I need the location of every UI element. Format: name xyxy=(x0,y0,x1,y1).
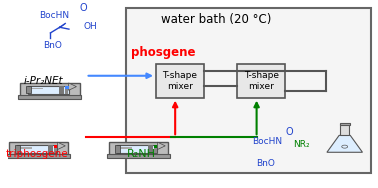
FancyBboxPatch shape xyxy=(108,142,169,156)
Bar xyxy=(48,145,53,153)
Text: BnO: BnO xyxy=(256,159,275,168)
Bar xyxy=(339,123,350,125)
Bar xyxy=(115,145,120,153)
Bar xyxy=(15,145,20,153)
Bar xyxy=(17,145,57,153)
Bar xyxy=(116,145,157,153)
Bar xyxy=(28,88,43,89)
Bar xyxy=(107,154,170,158)
Bar xyxy=(7,154,70,158)
Bar xyxy=(65,86,68,94)
Bar xyxy=(156,64,204,98)
Text: BocHN: BocHN xyxy=(39,11,70,20)
Polygon shape xyxy=(157,142,165,149)
Polygon shape xyxy=(68,83,76,90)
Text: O: O xyxy=(285,127,293,137)
Bar xyxy=(54,145,57,153)
Text: BnO: BnO xyxy=(43,41,62,50)
Text: T-shape
mixer: T-shape mixer xyxy=(244,71,279,91)
Text: triphosgene: triphosgene xyxy=(6,149,69,159)
Text: OH: OH xyxy=(84,22,98,31)
Text: BocHN: BocHN xyxy=(252,136,282,146)
FancyBboxPatch shape xyxy=(20,83,80,97)
Bar xyxy=(54,145,57,148)
Text: water bath (20 °C): water bath (20 °C) xyxy=(161,13,272,26)
Bar xyxy=(59,86,64,94)
Bar xyxy=(148,145,153,153)
Bar xyxy=(28,86,68,94)
Text: i-Pr₂NEt: i-Pr₂NEt xyxy=(23,76,63,86)
Polygon shape xyxy=(327,135,363,152)
Text: NR₂: NR₂ xyxy=(293,140,310,149)
Bar xyxy=(17,147,32,149)
Bar xyxy=(116,147,132,149)
Bar xyxy=(340,124,349,135)
FancyBboxPatch shape xyxy=(9,142,68,156)
Text: T-shape
mixer: T-shape mixer xyxy=(163,71,197,91)
Bar xyxy=(154,145,157,153)
FancyBboxPatch shape xyxy=(126,8,370,173)
Bar xyxy=(153,145,157,148)
Polygon shape xyxy=(57,142,65,149)
Bar xyxy=(18,95,81,99)
Bar xyxy=(237,64,285,98)
Bar xyxy=(26,86,31,93)
Text: R₂NH: R₂NH xyxy=(127,149,156,159)
Bar xyxy=(65,86,68,89)
Text: O: O xyxy=(80,2,88,13)
Text: phosgene: phosgene xyxy=(131,46,195,59)
